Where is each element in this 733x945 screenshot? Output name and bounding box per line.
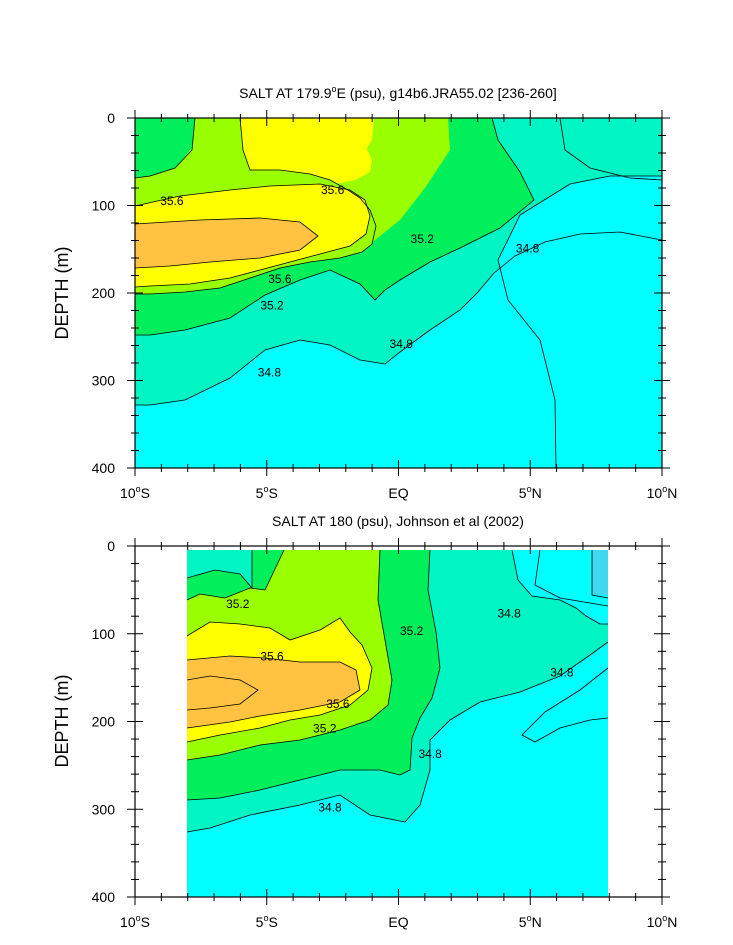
contour-label: 34.8: [550, 665, 574, 679]
contour-line: [135, 118, 196, 179]
contour-line: [135, 118, 535, 336]
contour-line: [591, 550, 609, 599]
contour-label-text: 34.8: [389, 337, 413, 351]
contour-label-text: 35.6: [326, 697, 350, 711]
contour-label-text: 34.8: [497, 607, 521, 621]
contour-label: 34.8: [318, 800, 342, 814]
contour-labels: 35.6 35.6 35.6 35.2 35.2 34.8 34.8 34.8: [160, 183, 539, 380]
contour-label-text: 35.6: [268, 272, 292, 286]
salinity-field: [186, 549, 609, 897]
contour-label: 35.2: [400, 624, 424, 638]
salinity-region: [498, 176, 662, 468]
salinity-region: [187, 676, 258, 710]
y-tick-label: 400: [92, 889, 116, 905]
contour-label-text: 35.6: [160, 194, 184, 208]
contour-label: 34.8: [516, 241, 540, 255]
contour-label: 35.6: [260, 650, 284, 664]
chart-title: SALT AT 179.9oE (psu), g14b6.JRA55.02 [2…: [239, 84, 557, 101]
x-tick-label: EQ: [388, 485, 408, 501]
y-tick-label: 200: [92, 285, 116, 301]
contour-line: [521, 667, 609, 743]
contour-label: 35.2: [411, 232, 435, 246]
chart-panel-model: SALT AT 179.9oE (psu), g14b6.JRA55.02 [2…: [52, 84, 677, 501]
contour-line: [511, 549, 608, 625]
chart-panel-observations: SALT AT 180 (psu), Johnson et al (2002): [52, 513, 677, 930]
contour-line: [186, 549, 441, 801]
y-tick-label: 300: [92, 801, 116, 817]
x-tick-label: 10oN: [647, 484, 678, 501]
x-tick-label: 5oN: [519, 484, 542, 501]
salinity-region: [512, 550, 608, 606]
contour-label-text: 35.6: [321, 183, 345, 197]
contour-label: 34.8: [258, 366, 282, 380]
contour-label-text: 34.8: [418, 747, 442, 761]
contour-line: [186, 655, 361, 729]
y-tick-label: 0: [107, 110, 115, 126]
x-tick-label: 5oN: [519, 913, 542, 930]
contour-line: [186, 550, 253, 590]
contour-label-text: 34.8: [258, 366, 282, 380]
chart-title: SALT AT 180 (psu), Johnson et al (2002): [272, 513, 524, 529]
y-tick-label: 100: [92, 198, 116, 214]
contour-label-text: 35.2: [411, 232, 435, 246]
contour-label: 35.6: [268, 272, 292, 286]
axis-ticks: 10oS 5oS EQ 5oN 10oN 0 100 200 300 400: [92, 538, 678, 930]
contour-label: 35.6: [160, 194, 184, 208]
y-tick-label: 0: [107, 538, 115, 554]
x-tick-label: 5oS: [256, 484, 278, 501]
contour-line: [559, 118, 662, 181]
contour-line: [186, 641, 609, 833]
axis-ticks: 10oS 5oS EQ 5oN 10oN 0 100 200 300 400: [92, 110, 678, 501]
contour-line: [135, 118, 377, 295]
contour-label-text: 35.2: [400, 624, 424, 638]
y-axis-label: DEPTH (m): [52, 247, 72, 340]
salinity-region: [135, 118, 195, 178]
contour-label-text: 35.6: [260, 650, 284, 664]
x-tick-label: 10oS: [120, 484, 150, 501]
contour-line: [534, 549, 609, 607]
x-tick-label: 10oN: [647, 913, 678, 930]
y-axis-label: DEPTH (m): [52, 675, 72, 768]
contour-label-text: 34.8: [550, 665, 574, 679]
y-tick-label: 300: [92, 373, 116, 389]
x-tick-label: EQ: [388, 914, 408, 930]
y-tick-label: 100: [92, 626, 116, 642]
contour-label-text: 35.2: [313, 722, 337, 736]
contour-label: 35.6: [321, 183, 345, 197]
contour-label-text: 35.2: [260, 298, 284, 312]
y-tick-label: 400: [92, 460, 116, 476]
salinity-region: [187, 656, 360, 728]
contour-line: [135, 231, 662, 406]
contour-label: 35.2: [226, 597, 250, 611]
contour-labels: 35.2 35.6 35.6 35.2 35.2 34.8 34.8 34.8 34.8: [226, 597, 574, 815]
x-tick-label: 5oS: [256, 913, 278, 930]
contour-label: 35.2: [260, 298, 284, 312]
x-tick-label: 10oS: [120, 913, 150, 930]
contour-label: 35.2: [313, 722, 337, 736]
salinity-region: [592, 550, 608, 595]
contour-line: [497, 175, 662, 468]
contour-line: [186, 549, 393, 761]
contour-label-text: 34.8: [516, 241, 540, 255]
contour-line: [186, 675, 259, 711]
contour-label-text: 35.2: [226, 597, 250, 611]
contour-label: 34.8: [497, 607, 521, 621]
contour-label: 34.8: [418, 747, 442, 761]
contour-line: [186, 549, 285, 601]
contour-line: [186, 617, 373, 743]
contour-line: [135, 183, 371, 288]
contour-label: 34.8: [389, 337, 413, 351]
contour-line: [135, 217, 319, 269]
salinity-field: [135, 118, 662, 468]
y-tick-label: 200: [92, 714, 116, 730]
salinity-region: [522, 668, 608, 742]
contour-label: 35.6: [326, 697, 350, 711]
contour-label-text: 34.8: [318, 800, 342, 814]
